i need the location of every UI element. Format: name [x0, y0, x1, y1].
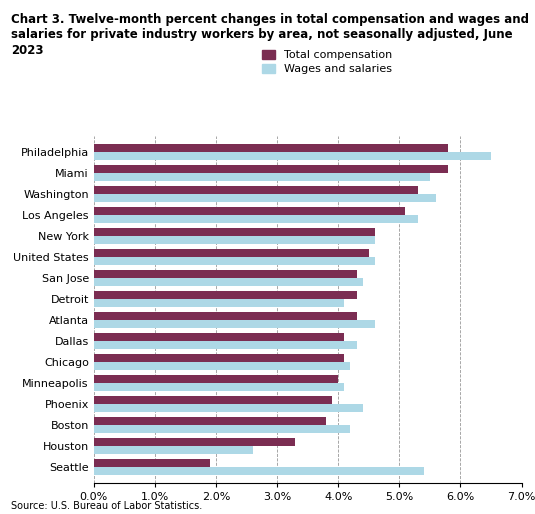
Bar	[94, 333, 345, 341]
Bar	[94, 270, 356, 278]
Bar	[94, 173, 430, 181]
Bar	[94, 186, 418, 194]
Bar	[94, 228, 375, 236]
Bar	[94, 207, 406, 215]
Bar	[94, 446, 253, 454]
Bar	[94, 194, 436, 202]
Text: 2023: 2023	[11, 44, 43, 57]
Bar	[94, 299, 345, 307]
Bar	[94, 438, 295, 446]
Bar	[94, 236, 375, 244]
Bar	[94, 467, 424, 475]
Bar	[94, 291, 356, 299]
Bar	[94, 278, 363, 286]
Bar	[94, 312, 356, 320]
Bar	[94, 144, 448, 152]
Bar	[94, 341, 356, 349]
Bar	[94, 249, 369, 257]
Bar	[94, 460, 210, 467]
Bar	[94, 375, 338, 383]
Bar	[94, 320, 375, 328]
Text: Source: U.S. Bureau of Labor Statistics.: Source: U.S. Bureau of Labor Statistics.	[11, 502, 202, 511]
Text: salaries for private industry workers by area, not seasonally adjusted, June: salaries for private industry workers by…	[11, 28, 513, 41]
Legend: Total compensation, Wages and salaries: Total compensation, Wages and salaries	[262, 50, 392, 74]
Text: Chart 3. Twelve-month percent changes in total compensation and wages and: Chart 3. Twelve-month percent changes in…	[11, 13, 529, 26]
Bar	[94, 405, 363, 412]
Bar	[94, 152, 491, 160]
Bar	[94, 165, 448, 173]
Bar	[94, 425, 350, 433]
Bar	[94, 383, 345, 391]
Bar	[94, 257, 375, 265]
Bar	[94, 396, 332, 405]
Bar	[94, 417, 326, 425]
Bar	[94, 215, 418, 223]
Bar	[94, 354, 345, 362]
Bar	[94, 362, 350, 370]
